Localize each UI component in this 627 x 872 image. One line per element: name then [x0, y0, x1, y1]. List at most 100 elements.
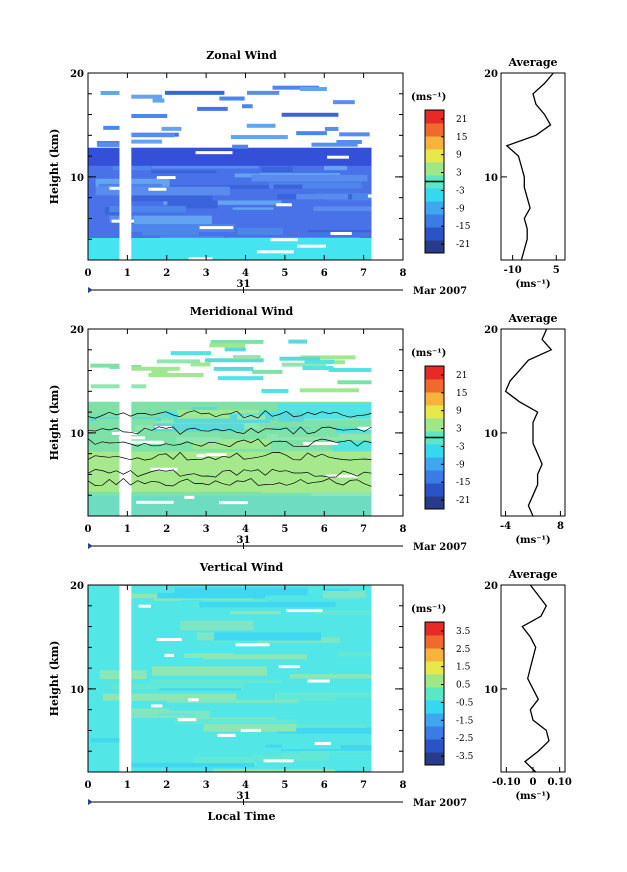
y-axis-label: Height (km): [48, 129, 61, 205]
heatmap-patch: [178, 410, 231, 419]
heatmap-patch: [173, 415, 275, 424]
x-tick-label: 7: [360, 524, 367, 535]
heatmap-patch: [167, 200, 218, 209]
colorbar-tick-label: 15: [456, 389, 468, 399]
heatmap-patch: [336, 652, 372, 657]
heatmap-patch: [174, 719, 297, 725]
heatmap-dropout: [303, 441, 338, 445]
heatmap-sparse: [324, 360, 345, 365]
heatmap-patch: [134, 215, 212, 225]
heatmap-patch: [151, 170, 217, 174]
heatmap-patch: [131, 708, 169, 712]
heatmap-patch: [194, 757, 256, 767]
heatmap-dropout: [330, 231, 352, 235]
colorbar-unit: (ms⁻¹): [411, 92, 446, 103]
average-y-tick-label: 10: [484, 429, 498, 440]
colorbar-tick-label: 3.5: [456, 627, 471, 637]
contour-line: [87, 478, 372, 487]
heatmap-patch: [199, 601, 336, 608]
y-tick-label: 10: [70, 429, 84, 440]
contour-line: [87, 426, 372, 435]
heatmap-patch: [129, 593, 158, 599]
heatmap-patch: [162, 627, 212, 637]
average-x-tick-label: 0: [530, 777, 537, 788]
colorbar-swatch: [425, 444, 444, 458]
colorbar-tick-label: -3: [456, 186, 465, 196]
colorbar-swatch: [425, 752, 444, 766]
contour-line: [87, 469, 372, 478]
heatmap-patch: [330, 756, 372, 766]
heatmap-patch: [124, 763, 255, 768]
date-axis-marker: [88, 543, 93, 549]
panel-title: Meridional Wind: [190, 305, 294, 318]
heatmap-sparse: [190, 362, 211, 367]
month-label: Mar 2007: [413, 798, 467, 809]
colorbar-tick-label: 1.5: [456, 663, 471, 673]
colorbar-swatch: [425, 622, 444, 636]
heatmap-sparse: [128, 114, 168, 119]
average-y-tick-label: 20: [484, 581, 498, 592]
heatmap-sparse: [281, 112, 339, 117]
heatmap-patch: [187, 428, 271, 437]
heatmap-dropout: [270, 238, 298, 242]
heatmap-patch: [95, 178, 170, 188]
heatmap-patch: [176, 437, 221, 443]
colorbar-swatch: [425, 713, 444, 727]
x-tick-label: 5: [281, 780, 288, 791]
panel-1: Zonal Wind 0 1 2 3 4 5 6 7 8 20 10 Height (km) 31 Mar …: [48, 49, 566, 297]
heatmap-sparse: [333, 100, 355, 105]
colorbar-swatch: [425, 162, 444, 176]
heatmap-sparse: [230, 135, 288, 140]
heatmap-patch: [254, 752, 329, 761]
colorbar-tick-label: 0.5: [456, 681, 471, 691]
average-x-tick-label: -0.10: [492, 777, 521, 788]
heatmap-dropout: [199, 226, 234, 230]
heatmap-band: [88, 147, 372, 166]
date-label: 31: [237, 791, 251, 802]
heatmap-dropout: [307, 679, 330, 683]
heatmap-sparse: [232, 144, 249, 149]
colorbar-swatch: [425, 483, 444, 497]
heatmap-sparse: [219, 96, 245, 101]
heatmap-patch: [310, 493, 371, 497]
heatmap-sparse: [304, 359, 335, 364]
heatmap-dropout: [148, 187, 167, 191]
heatmap-patch: [188, 402, 285, 405]
heatmap-sparse: [217, 376, 264, 381]
heatmap-patch: [181, 599, 203, 605]
heatmap-patch: [332, 678, 372, 683]
heatmap-dropout: [240, 728, 261, 732]
colorbar-swatch: [425, 214, 444, 228]
heatmap-patch: [322, 588, 349, 591]
heatmap-sparse: [300, 355, 356, 360]
average-y-tick-label: 20: [484, 69, 498, 80]
heatmap-sparse: [156, 359, 201, 364]
heatmap-sparse: [247, 90, 280, 95]
average-y-tick-label: 10: [484, 685, 498, 696]
heatmap-sparse: [324, 126, 339, 131]
heatmap-patch: [90, 738, 129, 743]
x-tick-label: 0: [85, 780, 92, 791]
heatmap-sparse: [328, 367, 382, 372]
heatmap-patch: [296, 194, 349, 200]
x-tick-label: 4: [242, 268, 249, 279]
colorbar-swatch: [425, 687, 444, 701]
contour-line: [87, 438, 372, 448]
heatmap-patch: [322, 591, 366, 599]
x-tick-label: 7: [360, 268, 367, 279]
heatmap-sparse: [242, 104, 253, 109]
heatmap-patch: [158, 211, 267, 216]
panel-2: Meridional Wind 0 1 2 3 4 5 6 7 8 20 10 Height (km) 3…: [48, 305, 566, 553]
heatmap-patch: [128, 194, 213, 202]
heatmap-dropout: [164, 653, 175, 657]
heatmap-dropout: [196, 454, 206, 458]
heatmap-dropout: [187, 698, 199, 702]
heatmap-sparse: [152, 98, 165, 103]
heatmap-patch: [266, 228, 306, 234]
colorbar-tick-label: 3: [456, 169, 462, 179]
heatmap-sparse: [90, 384, 147, 389]
x-axis-label: Local Time: [208, 810, 276, 823]
heatmap-dropout: [177, 718, 197, 722]
heatmap-sparse: [339, 132, 370, 137]
